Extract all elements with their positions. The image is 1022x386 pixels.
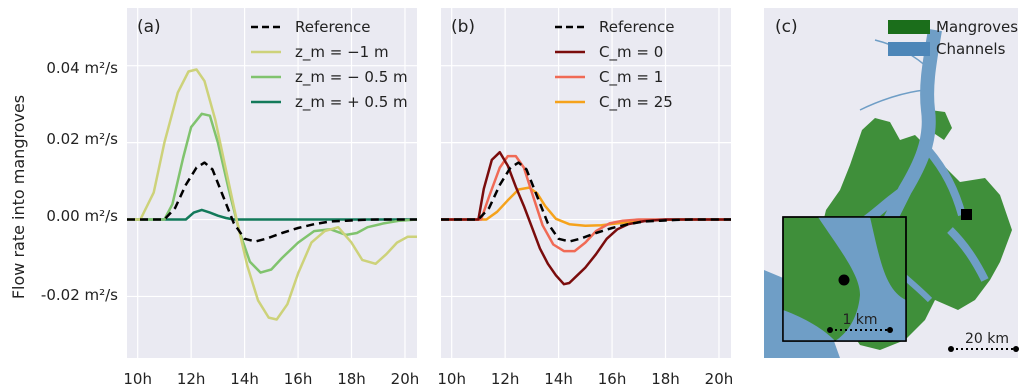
panel-a-series bbox=[127, 68, 418, 321]
x-tick-label: 10h bbox=[123, 370, 152, 386]
legend-label-cm-1: C_m = 1 bbox=[599, 68, 663, 87]
series-line-1 bbox=[441, 150, 731, 286]
x-tick-label: 14h bbox=[230, 370, 259, 386]
x-tick-label: 16h bbox=[598, 370, 627, 386]
inset-map: 1 km bbox=[782, 216, 907, 342]
panel-a-legend: Reference z_m = −1 m z_m = − 0.5 m z_m =… bbox=[251, 18, 408, 112]
inset-scale-label: 1 km bbox=[842, 312, 877, 328]
y-tick-label: 0.00 m²/s bbox=[46, 207, 118, 225]
x-tick-label: 14h bbox=[544, 370, 573, 386]
x-tick-label: 20h bbox=[705, 370, 734, 386]
legend-label-reference: Reference bbox=[599, 18, 675, 36]
legend-label-cm-0: C_m = 0 bbox=[599, 43, 663, 62]
legend-label-mangroves: Mangroves bbox=[936, 18, 1018, 36]
panel-b-chart: (b) Reference C_m = 0 C_m = 1 C_m = 25 1… bbox=[437, 8, 733, 386]
legend-label-zm-minus05: z_m = − 0.5 m bbox=[295, 68, 408, 87]
y-tick-label: 0.02 m²/s bbox=[46, 130, 118, 148]
series-line-1 bbox=[127, 68, 417, 321]
x-tick-label: 20h bbox=[391, 370, 420, 386]
legend-label-zm-minus1: z_m = −1 m bbox=[295, 43, 389, 62]
x-tick-label: 12h bbox=[491, 370, 520, 386]
legend-label-channels: Channels bbox=[936, 40, 1006, 58]
panel-b-series bbox=[441, 150, 731, 286]
panel-a-x-ticks: 10h 12h 14h 16h 18h 20h bbox=[123, 370, 419, 386]
panel-b-label: (b) bbox=[451, 17, 475, 37]
x-tick-label: 18h bbox=[651, 370, 680, 386]
study-site-marker bbox=[961, 209, 972, 220]
x-tick-label: 16h bbox=[284, 370, 313, 386]
x-tick-label: 12h bbox=[177, 370, 206, 386]
map-panel: 1 km 20 km (c) Mangroves Channels bbox=[764, 8, 1019, 358]
x-tick-label: 18h bbox=[337, 370, 366, 386]
series-line-0 bbox=[441, 161, 731, 243]
panel-a-chart: (a) Reference z_m = −1 m z_m = − 0.5 m z… bbox=[123, 8, 419, 386]
panel-b-grid bbox=[441, 8, 731, 358]
y-axis-label: Flow rate into mangroves bbox=[9, 95, 28, 299]
x-tick-label: 10h bbox=[437, 370, 466, 386]
legend-swatch-mangroves bbox=[888, 20, 930, 34]
panel-b-plot-area bbox=[441, 8, 731, 358]
legend-label-zm-plus05: z_m = + 0.5 m bbox=[295, 93, 408, 112]
inset-site-point bbox=[838, 274, 850, 286]
panel-a-plot-area bbox=[127, 8, 417, 358]
series-line-2 bbox=[441, 154, 731, 253]
series-line-2 bbox=[127, 112, 418, 274]
panel-b-legend: Reference C_m = 0 C_m = 1 C_m = 25 bbox=[555, 18, 675, 112]
legend-swatch-channels bbox=[888, 42, 930, 56]
panel-b-x-ticks: 10h 12h 14h 16h 18h 20h bbox=[437, 370, 733, 386]
y-tick-label: -0.02 m²/s bbox=[41, 286, 118, 304]
legend-label-reference: Reference bbox=[295, 18, 371, 36]
series-line-0 bbox=[127, 161, 417, 243]
legend-label-cm-25: C_m = 25 bbox=[599, 93, 673, 112]
panel-c-label: (c) bbox=[775, 17, 798, 37]
scale-label: 20 km bbox=[965, 331, 1009, 347]
panel-a-label: (a) bbox=[137, 17, 161, 37]
y-tick-label: 0.04 m²/s bbox=[46, 59, 118, 77]
